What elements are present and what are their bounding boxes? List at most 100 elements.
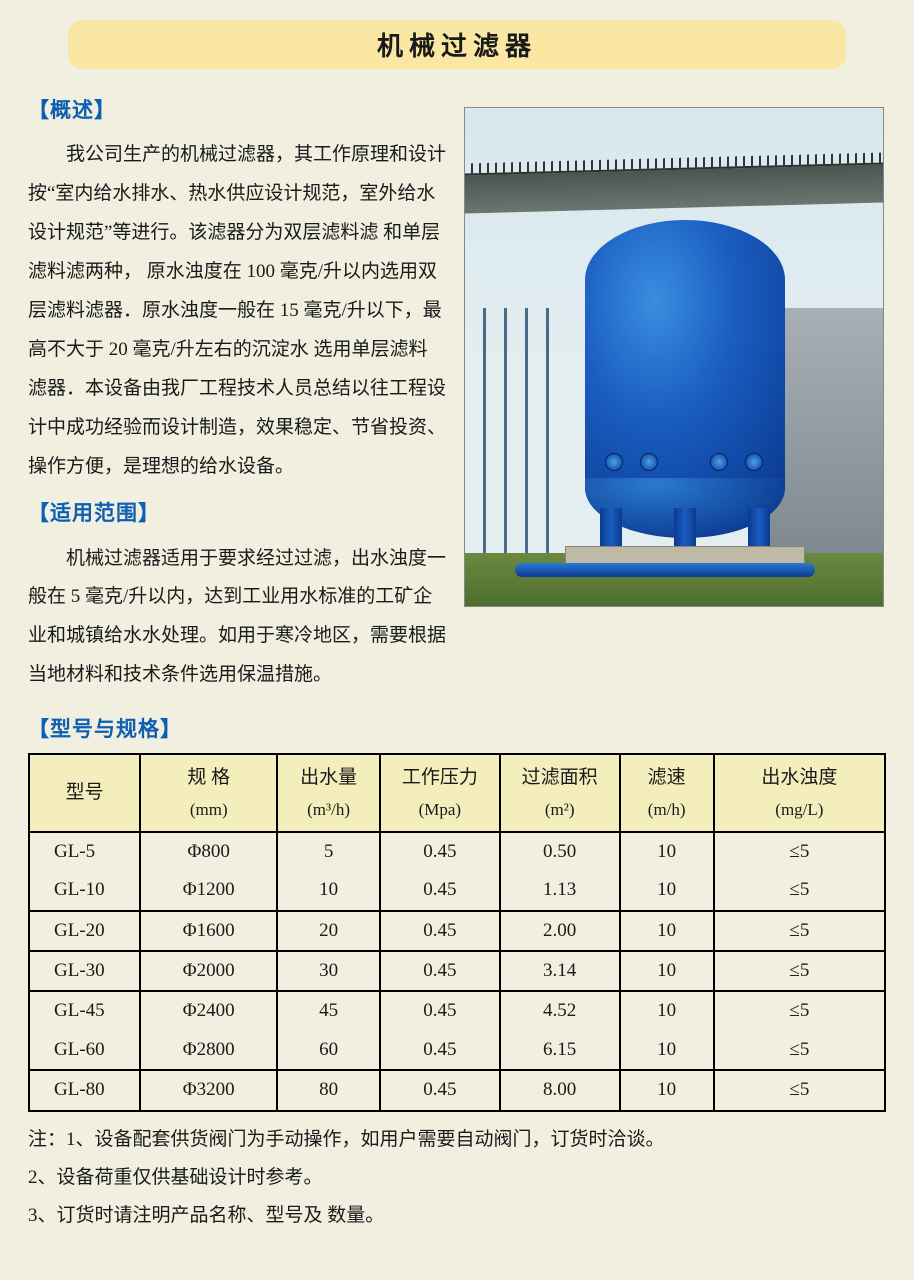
photo-pipe: [515, 563, 815, 577]
table-cell: Φ1600: [140, 911, 277, 951]
table-cell: 0.45: [380, 832, 500, 871]
spec-table: 型号规 格 (mm) 出水量 (m³/h) 工作压力 (Mpa) 过滤面积 (m²) 滤速 (m/…: [28, 753, 886, 1111]
overview-body: 我公司生产的机械过滤器，其工作原理和设计按“室内给水排水、热水供应设计规范，室外…: [28, 136, 446, 486]
col-header-unit: (Mpa): [387, 796, 493, 823]
table-cell: 0.45: [380, 1070, 500, 1110]
photo-tank-leg: [674, 508, 696, 550]
table-cell: ≤5: [714, 911, 885, 951]
table-cell: 10: [277, 871, 380, 910]
table-cell: 60: [277, 1031, 380, 1070]
table-cell: 1.13: [500, 871, 620, 910]
table-cell: 20: [277, 911, 380, 951]
table-cell: GL-45: [29, 991, 140, 1030]
table-cell: GL-5: [29, 832, 140, 871]
table-row: GL-10Φ1200100.451.1310≤5: [29, 871, 885, 910]
photo-tank-body: [585, 220, 785, 490]
table-cell: GL-10: [29, 871, 140, 910]
table-cell: Φ1200: [140, 871, 277, 910]
table-cell: 10: [620, 871, 714, 910]
top-row: 【概述】 我公司生产的机械过滤器，其工作原理和设计按“室内给水排水、热水供应设计…: [28, 89, 886, 695]
spec-col-header: 出水量 (m³/h): [277, 754, 380, 832]
table-row: GL-80Φ3200800.458.0010≤5: [29, 1070, 885, 1110]
table-cell: Φ3200: [140, 1070, 277, 1110]
spec-col-header: 滤速 (m/h): [620, 754, 714, 832]
photo-structure: [465, 308, 565, 558]
table-cell: ≤5: [714, 832, 885, 871]
spec-heading: 【型号与规格】: [28, 713, 886, 743]
table-cell: ≤5: [714, 871, 885, 910]
table-cell: GL-20: [29, 911, 140, 951]
col-header-label: 出水浊度: [721, 763, 878, 793]
table-cell: ≤5: [714, 991, 885, 1030]
table-cell: 10: [620, 991, 714, 1030]
spec-col-header: 工作压力 (Mpa): [380, 754, 500, 832]
photo-tank-leg: [600, 508, 622, 550]
table-cell: Φ2800: [140, 1031, 277, 1070]
table-row: GL-5Φ80050.450.5010≤5: [29, 832, 885, 871]
spec-table-head-row: 型号规 格 (mm) 出水量 (m³/h) 工作压力 (Mpa) 过滤面积 (m²) 滤速 (m/…: [29, 754, 885, 832]
col-header-label: 过滤面积: [507, 763, 613, 793]
note-line: 3、订货时请注明产品名称、型号及 数量。: [28, 1198, 886, 1234]
col-header-label: 规 格: [147, 763, 270, 793]
table-cell: 0.45: [380, 1031, 500, 1070]
col-header-unit: (m/h): [627, 796, 707, 823]
col-header-unit: (m³/h): [284, 796, 373, 823]
scope-heading: 【适用范围】: [28, 492, 446, 535]
spec-col-header: 型号: [29, 754, 140, 832]
table-cell: 10: [620, 1070, 714, 1110]
photo-valve-icon: [640, 453, 658, 471]
notes-block: 注：1、设备配套供货阀门为手动操作，如用户需要自动阀门，订货时洽谈。2、设备荷重…: [28, 1122, 886, 1234]
spec-col-header: 过滤面积 (m²): [500, 754, 620, 832]
photo-valve-icon: [745, 453, 763, 471]
table-cell: 0.50: [500, 832, 620, 871]
note-line: 2、设备荷重仅供基础设计时参考。: [28, 1160, 886, 1196]
spec-table-body: GL-5Φ80050.450.5010≤5GL-10Φ1200100.451.1…: [29, 832, 885, 1111]
col-header-unit: (mm): [147, 796, 270, 823]
table-cell: Φ2000: [140, 951, 277, 991]
table-cell: 3.14: [500, 951, 620, 991]
table-cell: 10: [620, 832, 714, 871]
table-cell: 0.45: [380, 951, 500, 991]
col-header-unit: (mg/L): [721, 796, 878, 823]
col-header-label: 型号: [36, 778, 133, 808]
table-row: GL-60Φ2800600.456.1510≤5: [29, 1031, 885, 1070]
col-header-unit: (m²): [507, 796, 613, 823]
table-cell: GL-30: [29, 951, 140, 991]
photo-tank-leg: [748, 508, 770, 550]
table-cell: ≤5: [714, 1031, 885, 1070]
spec-table-head: 型号规 格 (mm) 出水量 (m³/h) 工作压力 (Mpa) 过滤面积 (m²) 滤速 (m/…: [29, 754, 885, 832]
table-cell: ≤5: [714, 1070, 885, 1110]
photo-valve-icon: [605, 453, 623, 471]
image-column: [464, 89, 886, 695]
table-cell: GL-80: [29, 1070, 140, 1110]
text-column: 【概述】 我公司生产的机械过滤器，其工作原理和设计按“室内给水排水、热水供应设计…: [28, 89, 446, 695]
table-cell: Φ2400: [140, 991, 277, 1030]
table-cell: GL-60: [29, 1031, 140, 1070]
table-cell: Φ800: [140, 832, 277, 871]
table-cell: 0.45: [380, 991, 500, 1030]
table-cell: 30: [277, 951, 380, 991]
spec-col-header: 出水浊度 (mg/L): [714, 754, 885, 832]
col-header-label: 滤速: [627, 763, 707, 793]
table-cell: 10: [620, 951, 714, 991]
table-cell: 0.45: [380, 911, 500, 951]
col-header-label: 工作压力: [387, 763, 493, 793]
page-title: 机械过滤器: [377, 32, 537, 61]
table-cell: 8.00: [500, 1070, 620, 1110]
product-photo: [464, 107, 884, 607]
table-cell: 10: [620, 911, 714, 951]
table-cell: 6.15: [500, 1031, 620, 1070]
table-cell: ≤5: [714, 951, 885, 991]
table-cell: 10: [620, 1031, 714, 1070]
col-header-label: 出水量: [284, 763, 373, 793]
scope-body: 机械过滤器适用于要求经过过滤，出水浊度一般在 5 毫克/升以内，达到工业用水标准…: [28, 540, 446, 696]
table-cell: 5: [277, 832, 380, 871]
table-row: GL-45Φ2400450.454.5210≤5: [29, 991, 885, 1030]
table-cell: 2.00: [500, 911, 620, 951]
table-cell: 45: [277, 991, 380, 1030]
overview-heading: 【概述】: [28, 89, 446, 132]
table-row: GL-30Φ2000300.453.1410≤5: [29, 951, 885, 991]
page-title-banner: 机械过滤器: [68, 20, 846, 69]
spec-col-header: 规 格 (mm): [140, 754, 277, 832]
table-row: GL-20Φ1600200.452.0010≤5: [29, 911, 885, 951]
